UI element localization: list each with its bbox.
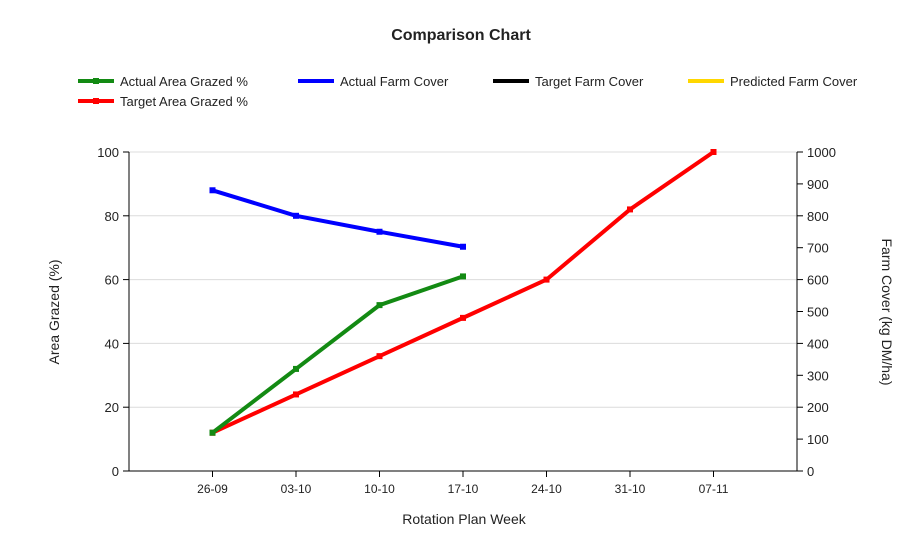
data-point-target-area-grazed xyxy=(710,149,717,155)
legend-label-target-farm-cover: Target Farm Cover xyxy=(535,74,644,89)
y-left-tick-label: 0 xyxy=(112,464,119,479)
data-point-target-area-grazed xyxy=(543,276,550,283)
gridlines xyxy=(129,151,797,408)
y-right-tick-label: 0 xyxy=(807,464,814,479)
y-right-tick-label: 700 xyxy=(807,241,829,256)
y-right-tick-label: 300 xyxy=(807,368,829,383)
y-axis-left-title: Area Grazed (%) xyxy=(46,259,62,364)
y-left-tick-label: 80 xyxy=(105,209,119,224)
y-right-tick-label: 200 xyxy=(807,400,829,415)
y-axis-right-title: Farm Cover (kg DM/ha) xyxy=(879,238,895,385)
x-tick-label: 10-10 xyxy=(364,482,395,496)
x-tick-label: 31-10 xyxy=(615,482,646,496)
data-point-actual-area-grazed xyxy=(460,273,466,280)
x-tick-label: 17-10 xyxy=(448,482,479,496)
y-left-tick-label: 40 xyxy=(105,336,119,351)
x-tick-label: 03-10 xyxy=(281,482,312,496)
y-left-tick-label: 60 xyxy=(105,273,119,288)
data-point-actual-farm-cover xyxy=(209,187,216,194)
series-line-target-area-grazed xyxy=(210,150,716,435)
legend-label-actual-farm-cover: Actual Farm Cover xyxy=(340,74,449,89)
legend-label-predicted-farm-cover: Predicted Farm Cover xyxy=(730,74,858,89)
x-axis-title: Rotation Plan Week xyxy=(402,511,526,527)
data-point-actual-area-grazed xyxy=(293,365,299,372)
axes: 0204060801000100200300400500600700800900… xyxy=(97,145,836,496)
data-point-target-area-grazed xyxy=(293,391,299,398)
y-right-tick-label: 900 xyxy=(807,177,829,192)
data-point-target-area-grazed xyxy=(627,206,633,213)
y-right-tick-label: 400 xyxy=(807,336,829,351)
series-line-actual-farm-cover xyxy=(210,188,465,249)
data-point-target-area-grazed xyxy=(460,314,466,321)
y-left-tick-label: 20 xyxy=(105,400,119,415)
y-right-tick-label: 500 xyxy=(807,305,829,320)
y-right-tick-label: 600 xyxy=(807,273,829,288)
y-right-tick-label: 1000 xyxy=(807,145,836,160)
data-point-actual-farm-cover xyxy=(460,243,466,250)
legend-marker-target-area-grazed xyxy=(93,98,99,104)
y-right-tick-label: 100 xyxy=(807,432,829,447)
legend-marker-actual-area-grazed xyxy=(93,78,99,84)
y-right-tick-label: 800 xyxy=(807,209,829,224)
series-line-actual-area-grazed xyxy=(210,274,465,435)
data-point-actual-farm-cover xyxy=(376,228,383,235)
chart-title: Comparison Chart xyxy=(391,27,531,44)
legend-label-actual-area-grazed: Actual Area Grazed % xyxy=(120,74,248,89)
x-tick-label: 26-09 xyxy=(197,482,228,496)
data-point-actual-area-grazed xyxy=(376,302,383,309)
data-point-actual-area-grazed xyxy=(209,429,216,436)
data-point-actual-farm-cover xyxy=(293,212,299,219)
legend-label-target-area-grazed: Target Area Grazed % xyxy=(120,94,248,109)
x-tick-label: 07-11 xyxy=(699,482,729,496)
y-left-tick-label: 100 xyxy=(97,145,119,160)
x-tick-label: 24-10 xyxy=(531,482,562,496)
legend: Actual Area Grazed % Actual Farm Cover Tar… xyxy=(78,74,858,109)
series-layer xyxy=(209,149,717,436)
data-point-target-area-grazed xyxy=(376,353,383,360)
